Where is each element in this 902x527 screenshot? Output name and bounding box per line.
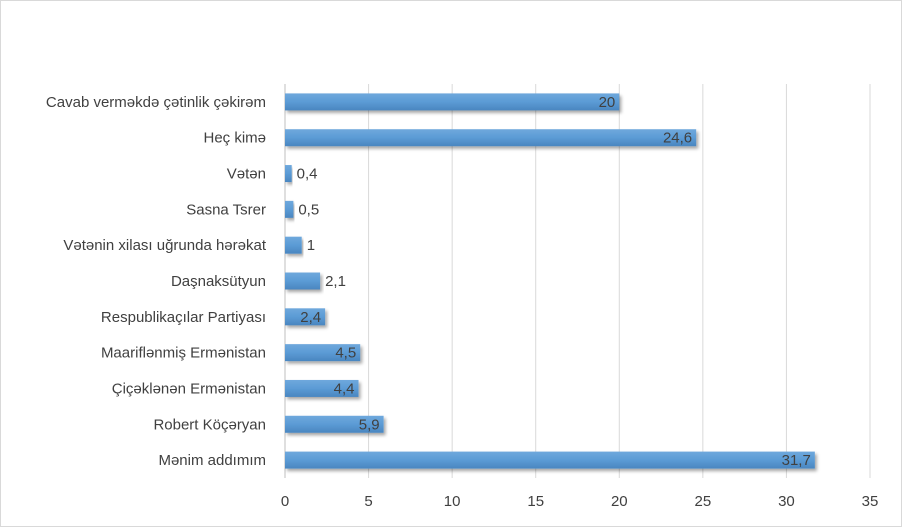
data-label: 4,5 xyxy=(335,345,356,362)
category-label: Respublikaçılar Partiyası xyxy=(101,309,266,326)
bar xyxy=(285,129,697,147)
category-label: Vәtәnin xilası uğrunda hәrәkat xyxy=(63,237,266,254)
category-label: Robert Köçәryan xyxy=(153,416,266,433)
bar xyxy=(285,379,359,397)
bars xyxy=(285,93,815,469)
x-tick-label: 0 xyxy=(281,493,289,510)
x-tick-label: 25 xyxy=(695,493,712,510)
x-tick-label: 15 xyxy=(527,493,544,510)
x-tick-label: 35 xyxy=(862,493,879,510)
data-label: 0,4 xyxy=(297,166,318,183)
category-label: Çiçәklәnәn Ermәnistan xyxy=(112,380,266,397)
category-label: Maariflәnmiş Ermәnistan xyxy=(101,345,266,362)
bar xyxy=(285,165,292,183)
data-label: 20 xyxy=(599,94,616,111)
labels: 0 5 10 15 20 25 30 35 Cavab vermәkdә çәtinlik çә… xyxy=(46,94,878,510)
gridlines xyxy=(284,84,871,478)
data-label: 2,1 xyxy=(325,273,346,290)
bar xyxy=(285,415,384,433)
x-tick-label: 10 xyxy=(444,493,461,510)
category-label: Daşnaksütyun xyxy=(171,273,266,290)
data-label: 4,4 xyxy=(334,380,355,397)
data-label: 5,9 xyxy=(359,416,380,433)
bar xyxy=(285,272,321,290)
data-label: 1 xyxy=(307,237,315,254)
data-label: 0,5 xyxy=(298,201,319,218)
x-tick-label: 20 xyxy=(611,493,628,510)
data-label: 24,6 xyxy=(663,130,692,147)
bar xyxy=(285,93,620,111)
category-label: Sasna Tsrer xyxy=(186,201,266,218)
x-tick-label: 5 xyxy=(364,493,372,510)
category-label: Vәtәn xyxy=(227,166,266,183)
category-label: Cavab vermәkdә çәtinlik çәkirәm xyxy=(46,94,266,111)
x-tick-label: 30 xyxy=(778,493,795,510)
bar xyxy=(285,200,294,218)
category-label: Mәnim addımım xyxy=(158,452,266,469)
bar xyxy=(285,236,302,254)
bar xyxy=(285,308,326,326)
data-label: 31,7 xyxy=(782,452,811,469)
bar xyxy=(285,344,361,362)
bar xyxy=(285,451,815,469)
data-label: 2,4 xyxy=(300,309,321,326)
category-label: Heç kimә xyxy=(203,130,266,147)
